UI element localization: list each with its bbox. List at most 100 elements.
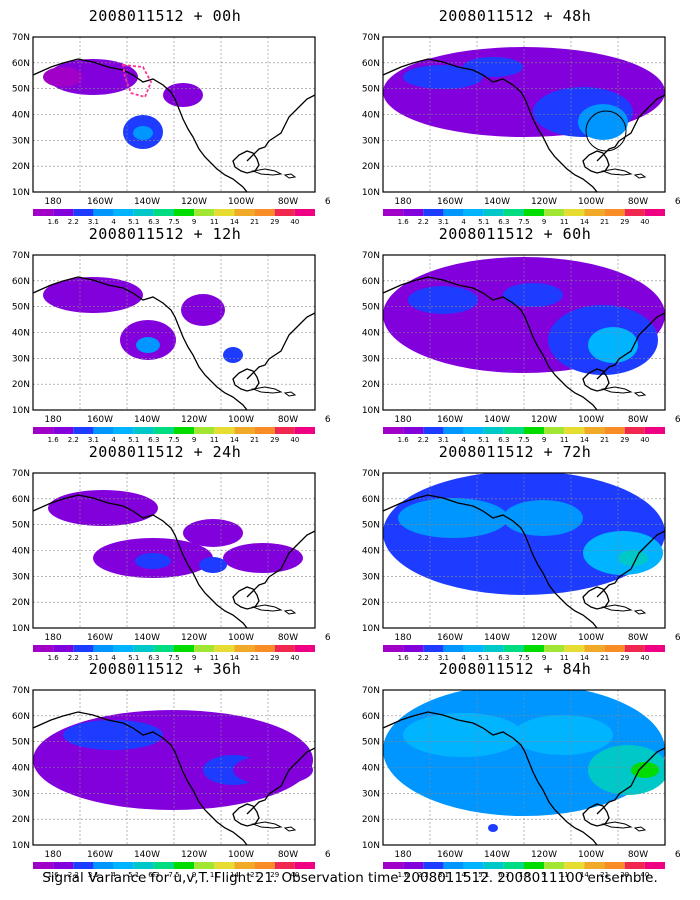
colorbar-label: 4 [111, 871, 116, 879]
islands [601, 386, 647, 397]
colorbar-label: 21 [600, 654, 609, 662]
colorbar-label: 2.2 [68, 654, 79, 662]
colorbar-swatch [403, 427, 424, 434]
colorbar-label: 3.1 [88, 654, 99, 662]
colorbar-swatch [214, 862, 235, 869]
lat-label: 20N [362, 380, 380, 390]
lon-label: 160W [437, 415, 463, 425]
map-frame [382, 254, 666, 411]
colorbar-swatch [93, 209, 114, 216]
variance-region [136, 337, 160, 353]
lon-label: 160W [87, 850, 113, 860]
lat-label: 10N [362, 188, 380, 198]
lat-label: 70N [12, 251, 30, 261]
lat-label: 10N [362, 624, 380, 634]
lat-label: 50N [12, 303, 30, 313]
colorbar-label: 2.2 [68, 871, 79, 879]
lat-label: 70N [362, 686, 380, 696]
islands [251, 821, 297, 832]
colorbar-swatch [133, 862, 154, 869]
colorbar-label: 14 [230, 436, 239, 444]
colorbar-swatch [584, 645, 605, 652]
colorbar-swatch [254, 862, 275, 869]
lon-label: 180 [44, 850, 61, 860]
lon-label: 180 [44, 197, 61, 207]
map-panel: 2008011512 + 48h 70N 60N 50N 40N 30N 20N 10N 180… [350, 7, 680, 226]
colorbar-swatch [93, 862, 114, 869]
colorbar-label: 14 [230, 218, 239, 226]
colorbar-label: 6.3 [148, 654, 159, 662]
lat-label: 70N [12, 686, 30, 696]
lon-label: 180 [394, 633, 411, 643]
map-panel: 2008011512 + 72h 70N 60N 50N 40N 30N 20N 10N 180… [350, 443, 680, 662]
colorbar-swatch [153, 645, 174, 652]
colorbar-swatch [423, 645, 444, 652]
colorbar-label: 2.2 [418, 654, 429, 662]
colorbar-label: 29 [270, 871, 279, 879]
colorbar-swatch [73, 645, 94, 652]
coastline [383, 494, 665, 628]
colorbar-label: 7.5 [168, 654, 179, 662]
coastline [383, 58, 665, 192]
lat-label: 10N [362, 406, 380, 416]
lat-label: 20N [12, 598, 30, 608]
panel-title: 2008011512 + 84h [438, 660, 592, 678]
lon-label: 120W [181, 850, 207, 860]
colorbar-swatch [133, 209, 154, 216]
colorbar-label: 9 [192, 218, 196, 226]
lon-label: 140W [484, 197, 510, 207]
colorbar-swatch [483, 645, 504, 652]
variance-region [233, 755, 313, 785]
colorbar-swatch [503, 862, 524, 869]
colorbar-swatch [383, 427, 404, 434]
islands [251, 386, 297, 397]
lon-label: 60W [325, 415, 330, 425]
colorbar-label: 2.2 [68, 218, 79, 226]
lat-label: 20N [362, 815, 380, 825]
colorbar-swatch [113, 645, 134, 652]
colorbar-swatch [53, 209, 74, 216]
colorbar-label: 1.6 [48, 871, 60, 879]
lon-label: 100W [228, 197, 254, 207]
colorbar-swatch [113, 862, 134, 869]
lon-label: 160W [87, 415, 113, 425]
lon-label: 60W [675, 633, 680, 643]
lon-label: 120W [531, 415, 557, 425]
colorbar-swatch [423, 427, 444, 434]
colorbar-label: 9 [542, 436, 546, 444]
lon-label: 180 [44, 415, 61, 425]
colorbar-swatch [234, 862, 255, 869]
colorbar-swatch [153, 862, 174, 869]
lon-label: 160W [437, 197, 463, 207]
lon-label: 80W [278, 850, 298, 860]
colorbar-swatch [443, 862, 464, 869]
lat-label: 40N [362, 547, 380, 557]
lat-label: 50N [12, 85, 30, 95]
colorbar-label: 3.1 [438, 871, 449, 879]
map-plot: 70N 60N 50N 40N 30N 20N 10N 180 160W 140W 120W 100W… [362, 469, 680, 662]
colorbar-label: 7.5 [518, 218, 529, 226]
colorbar-label: 3.1 [88, 871, 99, 879]
colorbar-swatch [274, 862, 295, 869]
colorbar-label: 40 [290, 871, 299, 879]
lat-label: 30N [12, 354, 30, 364]
lon-label: 60W [325, 633, 330, 643]
lon-label: 60W [325, 850, 330, 860]
lon-label: 100W [578, 850, 604, 860]
panel-title: 2008011512 + 72h [438, 443, 592, 461]
colorbar-label: 4 [111, 436, 116, 444]
colorbar-swatch [524, 427, 545, 434]
lat-label: 50N [12, 521, 30, 531]
colorbar-label: 14 [580, 871, 589, 879]
lat-label: 60N [12, 495, 30, 505]
colorbar-label: 21 [250, 436, 259, 444]
lat-label: 30N [362, 789, 380, 799]
coastline [33, 58, 315, 192]
colorbar-swatch [403, 209, 424, 216]
lon-label: 60W [675, 415, 680, 425]
map-panel: 2008011512 + 24h 70N 60N 50N 40N 30N 20N 10N 180… [0, 443, 330, 662]
lat-label: 50N [362, 738, 380, 748]
variance-region [403, 713, 523, 757]
colorbar-label: 21 [600, 871, 609, 879]
colorbar-label: 9 [542, 218, 546, 226]
